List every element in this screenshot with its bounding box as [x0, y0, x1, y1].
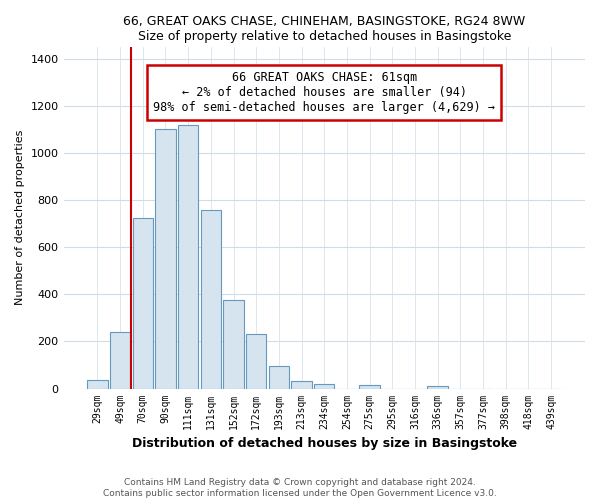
Bar — [200, 210, 221, 388]
Title: 66, GREAT OAKS CHASE, CHINEHAM, BASINGSTOKE, RG24 8WW
Size of property relative : 66, GREAT OAKS CHASE, CHINEHAM, BASINGST… — [123, 15, 526, 43]
Bar — [246, 334, 266, 388]
Bar — [359, 385, 380, 388]
Bar — [292, 382, 312, 388]
Bar — [133, 218, 153, 388]
Text: Contains HM Land Registry data © Crown copyright and database right 2024.
Contai: Contains HM Land Registry data © Crown c… — [103, 478, 497, 498]
Bar — [269, 366, 289, 388]
Bar — [223, 300, 244, 388]
Bar — [87, 380, 107, 388]
Bar — [110, 332, 130, 388]
Y-axis label: Number of detached properties: Number of detached properties — [15, 130, 25, 306]
Bar — [427, 386, 448, 388]
Bar — [178, 124, 199, 388]
Text: 66 GREAT OAKS CHASE: 61sqm
← 2% of detached houses are smaller (94)
98% of semi-: 66 GREAT OAKS CHASE: 61sqm ← 2% of detac… — [153, 71, 495, 114]
Bar — [155, 130, 176, 388]
X-axis label: Distribution of detached houses by size in Basingstoke: Distribution of detached houses by size … — [132, 437, 517, 450]
Bar — [314, 384, 334, 388]
